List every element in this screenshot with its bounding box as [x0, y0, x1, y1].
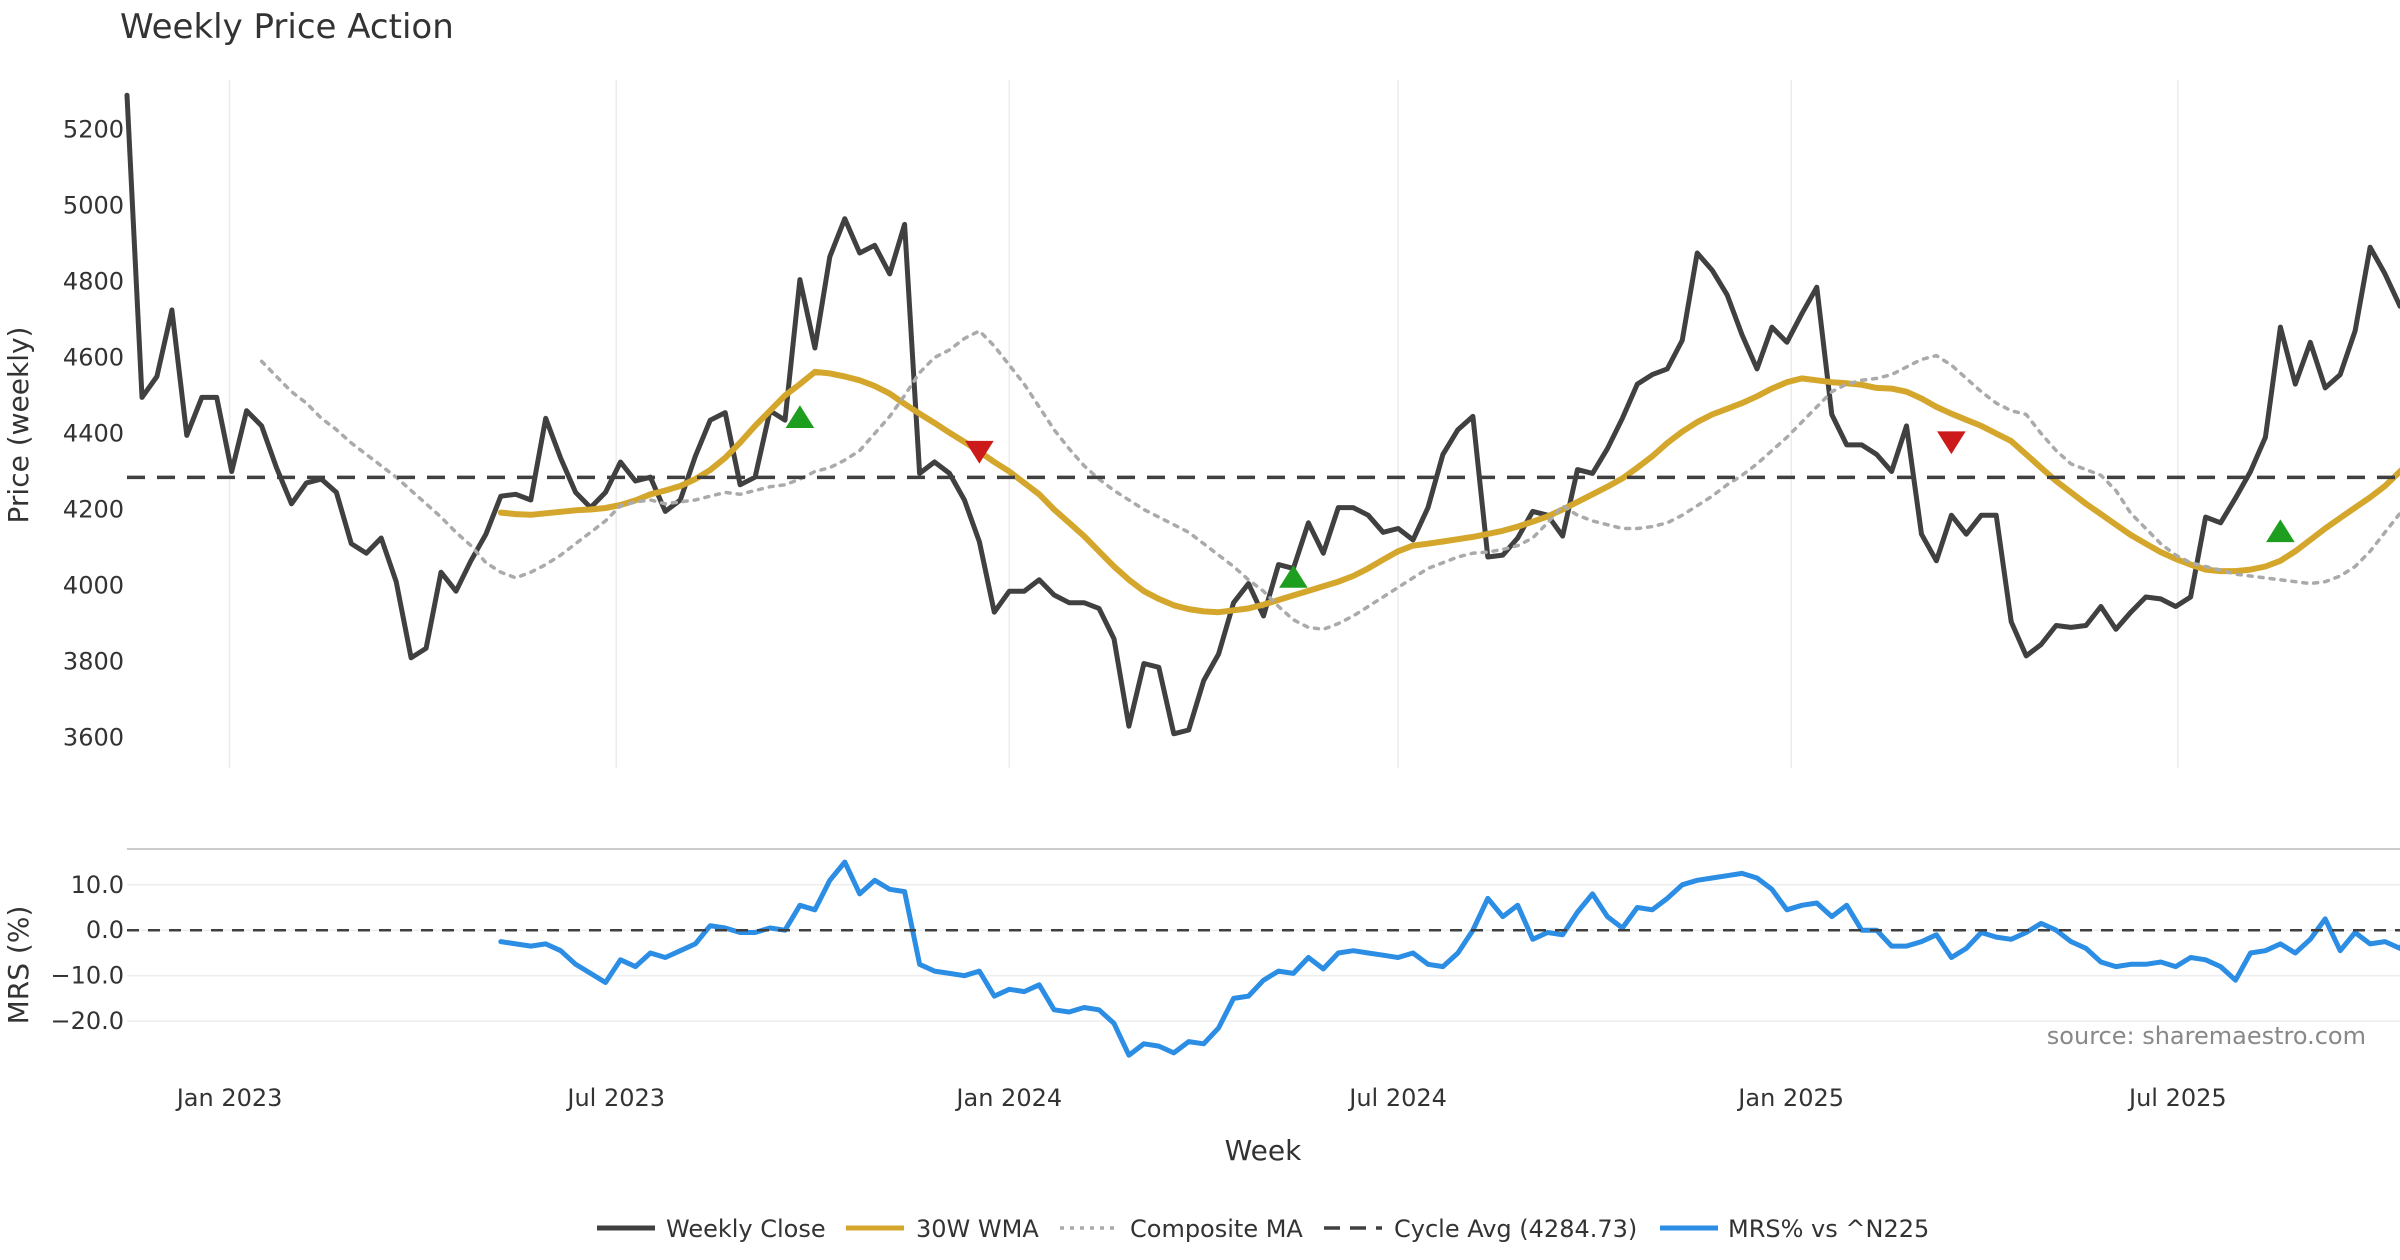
x-tick-label: Jan 2025: [1736, 1084, 1844, 1112]
price-y-tick-label: 4600: [63, 343, 124, 371]
legend-item: Weekly Close: [597, 1215, 826, 1243]
legend-label: MRS% vs ^N225: [1728, 1215, 1929, 1243]
series-mrs-vs-n225: [127, 859, 2400, 1058]
sell-signal-marker: [965, 440, 994, 464]
mrs-y-tick-label: −20.0: [50, 1007, 124, 1035]
x-tick-label: Jul 2023: [565, 1084, 665, 1112]
buy-signal-marker: [2266, 519, 2295, 543]
x-tick-label: Jul 2024: [1347, 1084, 1447, 1112]
series-line: [124, 92, 2400, 737]
legend-label: Composite MA: [1130, 1215, 1303, 1243]
mrs-y-tick-label: −10.0: [50, 962, 124, 990]
price-y-tick-label: 3600: [63, 724, 124, 752]
price-axis-title: Price (weekly): [2, 327, 35, 524]
legend-label: Weekly Close: [666, 1215, 826, 1243]
price-y-tick-label: 5200: [63, 115, 124, 143]
buy-signal-marker: [785, 405, 815, 429]
x-axis-title: Week: [1225, 1134, 1302, 1167]
x-ticks: Jan 2023 Jul 2023 Jan 2024 Jul 2024 Jan 2025…: [175, 1084, 2227, 1112]
price-y-tick-label: 4800: [63, 267, 124, 295]
sell-signal-marker: [1937, 431, 1966, 455]
mrs-y-tick-label: 0.0: [86, 916, 124, 944]
x-tick-label: Jan 2023: [175, 1084, 283, 1112]
legend-item: 30W WMA: [846, 1215, 1039, 1243]
price-y-tick-label: 4000: [63, 572, 124, 600]
buy-signal-marker: [1279, 564, 1308, 588]
price-y-ticks: 3600 3800 4000 4200 4400 4600 4800 5000 5200: [63, 115, 124, 751]
legend-item: MRS% vs ^N225: [1660, 1215, 1929, 1243]
mrs-axis-title: MRS (%): [2, 906, 35, 1025]
price-y-tick-label: 3800: [63, 648, 124, 676]
series-layer: [124, 92, 2400, 1058]
signals-layer: [785, 405, 2295, 588]
series-composite-ma: [259, 329, 2400, 632]
legend: Weekly Close 30W WMA Composite MA Cycle Avg…: [597, 1215, 1929, 1243]
x-tick-label: Jan 2024: [954, 1084, 1062, 1112]
x-tick-label: Jul 2025: [2127, 1084, 2227, 1112]
mrs-grid: [127, 884, 2400, 1022]
series-line: [259, 329, 2400, 632]
legend-label: 30W WMA: [916, 1215, 1039, 1243]
legend-label: Cycle Avg (4284.73): [1394, 1215, 1637, 1243]
series-30w-wma: [497, 368, 2400, 616]
legend-item: Cycle Avg (4284.73): [1324, 1215, 1637, 1243]
price-y-tick-label: 4200: [63, 496, 124, 524]
chart-title: Weekly Price Action: [120, 7, 454, 47]
series-weekly-close: [124, 92, 2400, 737]
price-y-tick-label: 5000: [63, 191, 124, 219]
mrs-y-tick-label: 10.0: [71, 871, 124, 899]
series-line: [497, 368, 2400, 616]
mrs-y-ticks: 10.0 0.0 −10.0 −20.0: [50, 871, 124, 1035]
price-y-tick-label: 4400: [63, 420, 124, 448]
price-grid: [228, 80, 2179, 768]
legend-item: Composite MA: [1060, 1215, 1303, 1243]
source-label: source: sharemaestro.com: [2047, 1022, 2366, 1050]
series-line: [498, 859, 2400, 1058]
